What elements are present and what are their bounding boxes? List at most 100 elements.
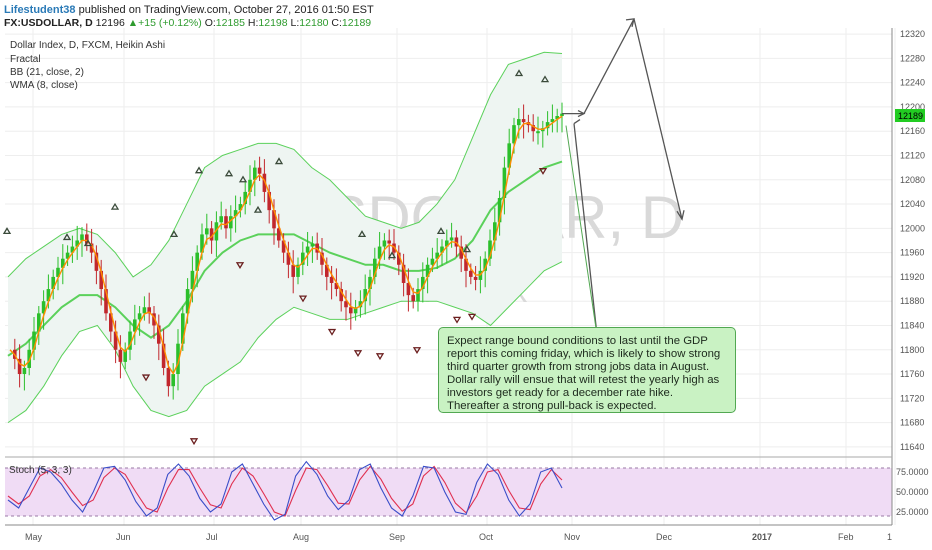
legend-wma[interactable]: WMA (8, close) bbox=[10, 80, 78, 91]
high-value: 12198 bbox=[258, 17, 288, 29]
candle-body bbox=[277, 228, 281, 241]
y-tick-label: 11920 bbox=[900, 272, 924, 282]
candle-body bbox=[56, 267, 60, 277]
candle-body bbox=[281, 240, 286, 253]
candle-body bbox=[152, 313, 156, 326]
up-arrow-icon: ▲ bbox=[127, 17, 139, 29]
bb-lower-line bbox=[7, 261, 563, 424]
y-tick-label: 12160 bbox=[900, 126, 925, 136]
fractal-up bbox=[62, 233, 72, 241]
candle-body bbox=[545, 122, 550, 129]
callout-pointer bbox=[573, 119, 598, 336]
x-tick-label: 1 bbox=[887, 532, 892, 542]
candle-body bbox=[171, 374, 175, 387]
candles bbox=[13, 102, 564, 400]
y-tick-label: 12000 bbox=[900, 223, 925, 233]
candle-body bbox=[401, 264, 406, 283]
x-tick-label: 2017 bbox=[752, 532, 772, 542]
candle-body bbox=[325, 264, 329, 277]
fractal-up bbox=[2, 227, 12, 235]
candle-body bbox=[118, 349, 123, 362]
candle-body bbox=[473, 276, 478, 280]
symbol-label[interactable]: FX:USDOLLAR, D bbox=[4, 17, 93, 29]
candle-body bbox=[329, 276, 334, 283]
y-tick-label: 12240 bbox=[900, 78, 925, 88]
stoch-d-line bbox=[7, 465, 563, 517]
candle-body bbox=[430, 258, 435, 265]
candle-body bbox=[137, 313, 142, 320]
candle-body bbox=[248, 179, 252, 192]
candle-body bbox=[301, 252, 305, 265]
open-label: O: bbox=[204, 17, 216, 29]
price-badge-box bbox=[895, 109, 925, 122]
candle-body bbox=[176, 343, 180, 375]
candle-body bbox=[353, 307, 358, 314]
legend-bb[interactable]: BB (21, close, 2) bbox=[10, 67, 84, 78]
candle-body bbox=[411, 295, 415, 302]
stoch-tick-label: 50.0000 bbox=[896, 487, 929, 497]
candle-body bbox=[147, 307, 151, 314]
candle-body bbox=[89, 243, 94, 253]
fractal-down bbox=[467, 313, 477, 321]
axes: 11640 11680 11720 11760 11800 11840 11880 11920… bbox=[5, 28, 929, 542]
candle-body bbox=[94, 252, 99, 271]
close-label: C: bbox=[331, 17, 342, 29]
author-link[interactable]: Lifestudent38 bbox=[4, 4, 76, 16]
wma-polyline bbox=[9, 115, 563, 375]
candle-body bbox=[27, 349, 31, 368]
candle-body bbox=[238, 204, 243, 211]
y-tick-label: 11960 bbox=[900, 248, 924, 258]
candle-body bbox=[560, 113, 564, 117]
publish-header: Lifestudent38 published on TradingView.c… bbox=[4, 4, 374, 17]
y-tick-label: 12280 bbox=[900, 53, 925, 63]
bollinger-bands bbox=[7, 51, 563, 424]
high-label: H: bbox=[247, 17, 259, 29]
candle-body bbox=[85, 234, 89, 244]
fractal-up bbox=[194, 166, 204, 174]
x-tick-label: Feb bbox=[838, 532, 854, 542]
candle-body bbox=[497, 197, 502, 223]
candle-body bbox=[80, 234, 84, 241]
candle-body bbox=[104, 289, 108, 314]
stochastic-panel bbox=[5, 460, 892, 521]
candle-body bbox=[521, 119, 526, 123]
candle-body bbox=[416, 289, 420, 302]
candle-body bbox=[123, 349, 127, 362]
candle-body bbox=[257, 167, 262, 174]
legend-main[interactable]: Dollar Index, D, FXCM, Heikin Ashi bbox=[10, 40, 166, 51]
candle-body bbox=[113, 331, 118, 350]
y-tick-label: 11680 bbox=[900, 418, 924, 428]
y-tick-label: 11760 bbox=[900, 369, 924, 379]
y-tick-label: 12320 bbox=[900, 29, 925, 39]
candle-body bbox=[200, 234, 204, 253]
projection-arrows bbox=[562, 18, 685, 336]
candle-body bbox=[459, 246, 463, 259]
candle-body bbox=[421, 276, 425, 290]
candle-body bbox=[368, 276, 372, 290]
legend-fractal[interactable]: Fractal bbox=[10, 54, 41, 65]
candle-body bbox=[229, 216, 233, 229]
projection-up-head bbox=[625, 18, 635, 28]
fractal-up bbox=[83, 239, 93, 247]
candle-body bbox=[387, 240, 391, 244]
fractal-up bbox=[238, 175, 248, 183]
candle-body bbox=[334, 282, 339, 290]
candle-body bbox=[502, 167, 507, 198]
stoch-tick-label: 75.0000 bbox=[896, 467, 929, 477]
candle-body bbox=[243, 191, 247, 205]
annotation-callout[interactable]: Expect range bound conditions to last un… bbox=[438, 327, 736, 413]
fractal-down bbox=[141, 374, 151, 382]
x-tick-label: May bbox=[25, 532, 43, 542]
candle-body bbox=[70, 246, 75, 253]
fractal-up bbox=[436, 227, 446, 235]
candle-body bbox=[109, 313, 113, 332]
candle-body bbox=[531, 125, 535, 132]
band-fill bbox=[8, 52, 562, 423]
wma-line bbox=[9, 115, 563, 375]
candle-body bbox=[61, 258, 65, 268]
candle-body bbox=[344, 301, 348, 308]
candle-body bbox=[65, 252, 70, 259]
close-value: 12189 bbox=[341, 17, 372, 29]
legend-stoch[interactable]: Stoch (5, 3, 3) bbox=[9, 465, 72, 476]
